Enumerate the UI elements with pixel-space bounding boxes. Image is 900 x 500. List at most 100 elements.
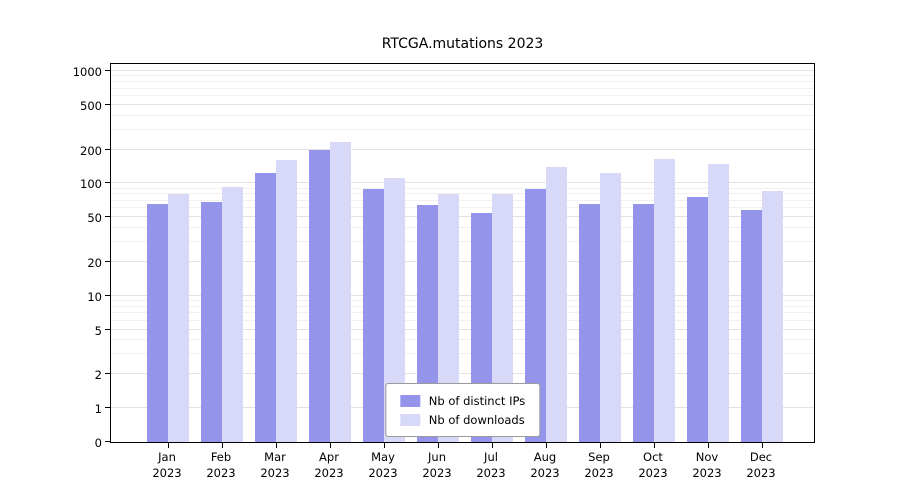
- x-tick-label: Sep 2023: [584, 450, 614, 480]
- y-tick-label: 1000: [72, 65, 102, 80]
- x-tick-mark: [492, 443, 493, 448]
- gridline-minor: [111, 199, 814, 201]
- y-tick-label: 200: [80, 143, 102, 158]
- y-axis: 0 1 2 5 10 20 50 100 200 500 1000: [0, 63, 102, 450]
- bar-nb-of-downloads: [276, 160, 297, 442]
- bar-nb-of-downloads: [654, 158, 675, 442]
- x-tick-label: Feb 2023: [206, 450, 236, 480]
- y-tick-label: 2: [94, 368, 102, 383]
- bar-nb-of-distinct-ips: [633, 203, 654, 442]
- gridline-minor: [111, 241, 814, 243]
- y-tick-mark: [105, 182, 110, 184]
- bar-nb-of-distinct-ips: [363, 188, 384, 442]
- bar-nb-of-downloads: [546, 167, 567, 442]
- x-tick-mark: [276, 443, 277, 448]
- y-tick-mark: [105, 216, 110, 218]
- gridline-major: [111, 148, 814, 150]
- legend: Nb of distinct IPs Nb of downloads: [384, 383, 541, 437]
- x-tick-label: Jun 2023: [422, 450, 452, 480]
- x-tick-mark: [654, 443, 655, 448]
- chart-title: RTCGA.mutations 2023: [381, 36, 544, 52]
- gridline-major: [111, 182, 814, 184]
- bar-nb-of-downloads: [762, 191, 783, 442]
- bar-nb-of-distinct-ips: [525, 188, 546, 442]
- gridline-major: [111, 260, 814, 262]
- legend-label: Nb of distinct IPs: [428, 393, 526, 408]
- gridline-minor: [111, 312, 814, 314]
- x-tick-mark: [168, 443, 169, 448]
- y-tick-mark: [105, 407, 110, 408]
- gridline-minor: [111, 227, 814, 229]
- x-tick-mark: [330, 443, 331, 448]
- bar-nb-of-distinct-ips: [687, 197, 708, 442]
- plot-area: Nb of distinct IPs Nb of downloads: [105, 63, 815, 448]
- x-tick-label: Mar 2023: [260, 450, 290, 480]
- bar-nb-of-downloads: [222, 187, 243, 442]
- gridline-major: [111, 70, 814, 72]
- y-tick-mark: [105, 441, 110, 442]
- gridline-major: [111, 328, 814, 330]
- gridline-minor: [111, 80, 814, 82]
- gridline-minor: [111, 187, 814, 189]
- gridline-minor: [111, 95, 814, 97]
- y-tick-label: 1: [94, 402, 102, 416]
- gridline-minor: [111, 319, 814, 321]
- x-tick-label: Jul 2023: [476, 450, 506, 480]
- gridline-major: [111, 103, 814, 105]
- gridline-minor: [111, 87, 814, 89]
- legend-item: Nb of distinct IPs: [399, 391, 526, 410]
- x-tick-mark: [384, 443, 385, 448]
- bar-nb-of-distinct-ips: [309, 149, 330, 442]
- gridline-minor: [111, 114, 814, 116]
- y-tick-label: 5: [94, 323, 102, 338]
- y-tick-mark: [105, 148, 110, 150]
- gridline-major: [111, 294, 814, 296]
- y-tick-mark: [105, 260, 110, 262]
- x-tick-label: Nov 2023: [692, 450, 722, 480]
- y-tick-mark: [105, 294, 110, 296]
- y-tick-mark: [105, 103, 110, 105]
- bar-nb-of-distinct-ips: [579, 203, 600, 442]
- x-tick-label: Aug 2023: [530, 450, 560, 480]
- legend-item: Nb of downloads: [399, 410, 525, 429]
- gridline-major: [111, 216, 814, 218]
- x-tick-mark: [222, 443, 223, 448]
- legend-label: Nb of downloads: [428, 412, 525, 427]
- bar-nb-of-downloads: [492, 194, 513, 442]
- y-tick-label: 10: [87, 289, 102, 304]
- bar-nb-of-distinct-ips: [255, 172, 276, 442]
- gridline-minor: [111, 305, 814, 307]
- x-tick-mark: [438, 443, 439, 448]
- bar-nb-of-downloads: [168, 194, 189, 442]
- gridline-major: [111, 373, 814, 375]
- y-tick-mark: [105, 328, 110, 330]
- bar-nb-of-distinct-ips: [201, 202, 222, 442]
- x-tick-mark: [762, 443, 763, 448]
- x-tick-label: Dec 2023: [746, 450, 776, 480]
- x-tick-label: Jan 2023: [152, 450, 182, 480]
- x-tick-mark: [600, 443, 601, 448]
- y-tick-mark: [105, 373, 110, 375]
- x-tick-label: May 2023: [368, 450, 398, 480]
- x-axis: Jan 2023 Feb 2023 Mar 2023 Apr 2023 May 2023 Jun 20…: [110, 449, 815, 489]
- gridline-minor: [111, 339, 814, 341]
- y-tick-label: 20: [87, 255, 102, 270]
- x-tick-mark: [708, 443, 709, 448]
- y-tick-label: 500: [80, 98, 102, 113]
- bar-nb-of-downloads: [330, 141, 351, 442]
- gridline-minor: [111, 75, 814, 77]
- x-tick-label: Oct 2023: [638, 450, 668, 480]
- bar-nb-of-downloads: [708, 163, 729, 442]
- legend-swatch: [399, 394, 420, 407]
- bar-nb-of-distinct-ips: [147, 204, 168, 442]
- bar-nb-of-distinct-ips: [741, 209, 762, 442]
- legend-swatch: [399, 413, 420, 426]
- x-tick-mark: [546, 443, 547, 448]
- bar-nb-of-distinct-ips: [417, 205, 438, 442]
- y-tick-mark: [105, 70, 110, 72]
- gridline-minor: [111, 207, 814, 209]
- bar-nb-of-downloads: [384, 177, 405, 442]
- gridline-minor: [111, 193, 814, 195]
- x-tick-label: Apr 2023: [314, 450, 344, 480]
